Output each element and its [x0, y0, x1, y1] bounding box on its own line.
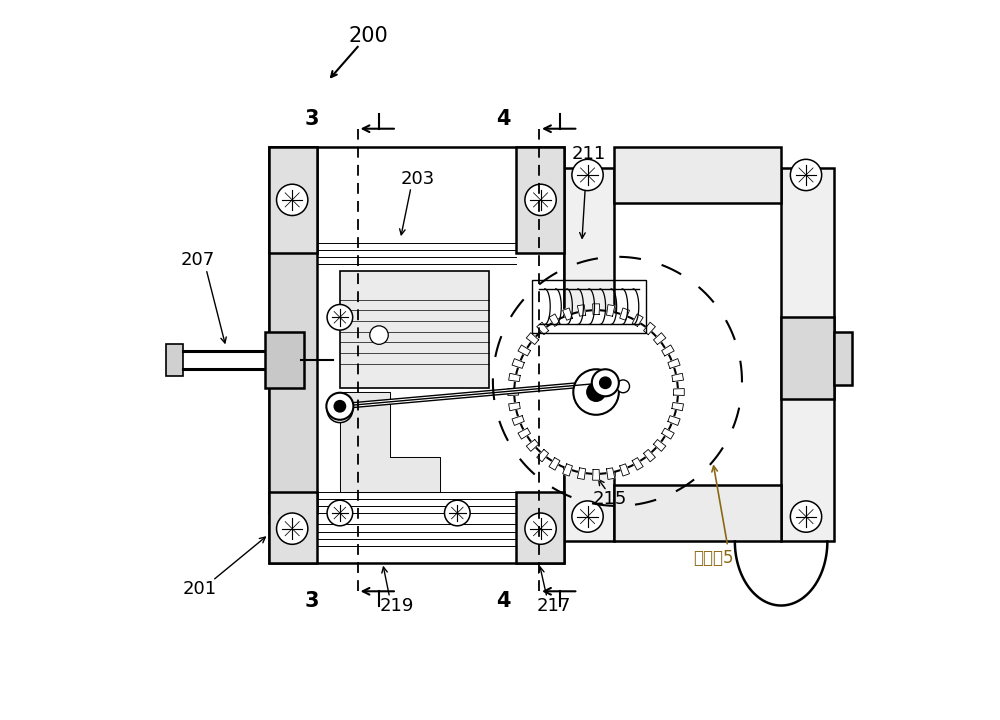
Circle shape	[277, 184, 308, 215]
Polygon shape	[593, 469, 600, 480]
Polygon shape	[577, 468, 586, 480]
Bar	[781, 168, 834, 541]
Polygon shape	[509, 373, 520, 382]
Circle shape	[587, 383, 605, 401]
Bar	[166, 344, 183, 376]
Polygon shape	[672, 402, 684, 410]
Circle shape	[790, 501, 822, 532]
Circle shape	[334, 400, 346, 412]
Circle shape	[327, 305, 353, 330]
Circle shape	[444, 500, 470, 526]
Bar	[269, 492, 317, 563]
Polygon shape	[632, 458, 643, 470]
Polygon shape	[518, 345, 530, 356]
Text: 211: 211	[572, 145, 606, 163]
Text: 3: 3	[304, 590, 319, 611]
Bar	[614, 485, 781, 541]
Circle shape	[790, 159, 822, 191]
Polygon shape	[508, 389, 519, 395]
Circle shape	[514, 310, 678, 474]
Polygon shape	[672, 373, 684, 382]
Text: 219: 219	[380, 597, 414, 615]
Circle shape	[617, 380, 630, 392]
Circle shape	[573, 369, 619, 415]
Polygon shape	[644, 323, 655, 335]
Polygon shape	[563, 308, 572, 320]
Text: 201: 201	[183, 580, 217, 598]
Polygon shape	[593, 304, 600, 315]
Bar	[265, 331, 304, 389]
Text: 217: 217	[536, 597, 571, 615]
Polygon shape	[644, 449, 655, 462]
Circle shape	[327, 500, 353, 526]
Circle shape	[277, 513, 308, 544]
Polygon shape	[662, 428, 674, 439]
Circle shape	[525, 513, 556, 544]
Circle shape	[592, 369, 619, 396]
Circle shape	[326, 392, 353, 420]
Polygon shape	[537, 323, 549, 335]
Polygon shape	[563, 464, 572, 476]
Bar	[269, 146, 317, 253]
Text: 203: 203	[401, 169, 435, 187]
Bar	[781, 318, 834, 399]
Polygon shape	[526, 439, 539, 451]
Text: 参见图5: 参见图5	[694, 549, 734, 567]
Circle shape	[572, 501, 603, 532]
Polygon shape	[632, 314, 643, 326]
Text: 215: 215	[593, 490, 627, 508]
Polygon shape	[668, 415, 680, 426]
Polygon shape	[674, 389, 684, 395]
Polygon shape	[662, 345, 674, 356]
Polygon shape	[577, 305, 586, 316]
Bar	[340, 271, 489, 389]
Bar	[269, 146, 564, 563]
Polygon shape	[512, 415, 524, 426]
Text: 207: 207	[180, 251, 215, 269]
Polygon shape	[340, 392, 440, 492]
Polygon shape	[549, 458, 560, 470]
Polygon shape	[537, 449, 549, 462]
Polygon shape	[607, 468, 615, 480]
Polygon shape	[518, 428, 530, 439]
Polygon shape	[607, 305, 615, 316]
Bar	[834, 331, 852, 385]
Polygon shape	[549, 314, 560, 326]
Bar	[516, 492, 564, 563]
Bar	[516, 146, 564, 253]
Circle shape	[327, 397, 353, 423]
Polygon shape	[620, 308, 629, 320]
Polygon shape	[653, 333, 666, 345]
Circle shape	[572, 159, 603, 191]
Circle shape	[370, 326, 388, 344]
Polygon shape	[653, 439, 666, 451]
Bar	[614, 146, 781, 204]
Polygon shape	[509, 402, 520, 410]
Text: 4: 4	[496, 109, 511, 130]
Bar	[564, 168, 614, 541]
Bar	[532, 280, 646, 333]
Polygon shape	[526, 333, 539, 345]
Circle shape	[525, 184, 556, 215]
Bar	[269, 146, 317, 513]
Text: 3: 3	[304, 109, 319, 130]
Text: 200: 200	[348, 26, 388, 46]
Circle shape	[600, 377, 611, 389]
Polygon shape	[668, 359, 680, 369]
Text: 4: 4	[496, 590, 511, 611]
Polygon shape	[512, 359, 524, 369]
Polygon shape	[620, 464, 629, 476]
